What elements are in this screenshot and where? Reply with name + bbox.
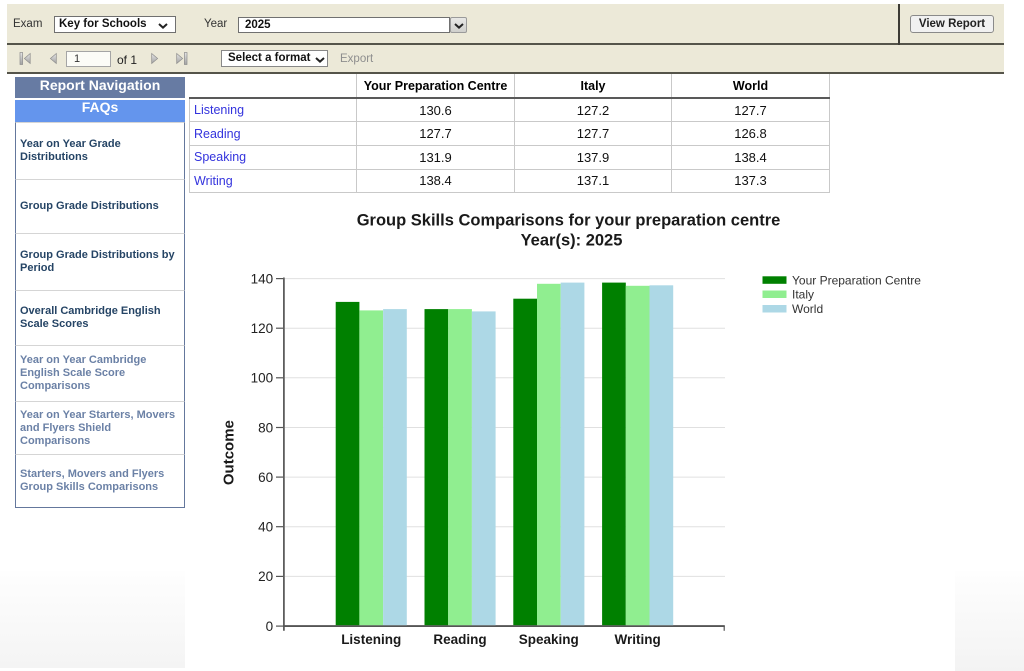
- svg-text:Year(s): 2025: Year(s): 2025: [521, 231, 623, 249]
- svg-text:World: World: [792, 302, 823, 316]
- svg-text:60: 60: [258, 470, 273, 485]
- svg-text:Speaking: Speaking: [519, 632, 579, 647]
- svg-text:0: 0: [266, 619, 274, 634]
- svg-text:140: 140: [251, 271, 274, 286]
- svg-text:Reading: Reading: [433, 632, 486, 647]
- svg-text:Listening: Listening: [341, 632, 401, 647]
- svg-text:Outcome: Outcome: [220, 420, 237, 485]
- svg-text:20: 20: [258, 569, 273, 584]
- svg-text:80: 80: [258, 420, 273, 435]
- svg-text:Writing: Writing: [614, 632, 660, 647]
- svg-text:Your Preparation Centre: Your Preparation Centre: [792, 274, 921, 288]
- svg-text:40: 40: [258, 520, 273, 535]
- svg-text:Italy: Italy: [792, 288, 814, 302]
- svg-text:100: 100: [251, 371, 274, 386]
- svg-text:Group Skills Comparisons for y: Group Skills Comparisons for your prepar…: [357, 212, 781, 230]
- svg-text:120: 120: [251, 321, 274, 336]
